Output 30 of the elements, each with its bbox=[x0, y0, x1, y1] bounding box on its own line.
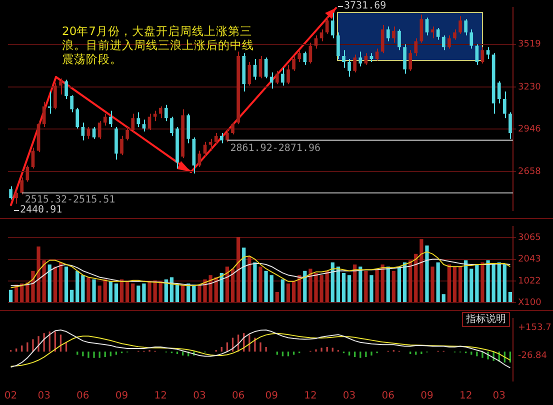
y-tick-label: 2946 bbox=[518, 124, 542, 134]
y-tick-label: -26.84 bbox=[518, 351, 548, 362]
x-tick-label: 12 bbox=[304, 390, 317, 402]
y-tick-label: 2658 bbox=[518, 167, 542, 178]
x-tick-label: 06 bbox=[382, 390, 395, 402]
y-tick-label: X100 bbox=[518, 298, 542, 308]
band-label: 2515.32-2515.51 bbox=[24, 194, 116, 206]
y-tick-label: 2043 bbox=[518, 254, 541, 265]
x-tick-label: 03 bbox=[193, 390, 206, 402]
text: 20年7月份，大盘开启周线上涨第三浪。目前进入周线三浪上涨后的中线震荡阶段。 bbox=[62, 24, 254, 66]
y-tick-label: 1022 bbox=[518, 276, 541, 286]
annotation: 2440.91 bbox=[20, 204, 62, 216]
x-tick-label: 09 bbox=[265, 390, 278, 402]
x-tick-label: 02 bbox=[4, 390, 18, 402]
x-tick-label: 03 bbox=[492, 390, 506, 402]
annotation: 指标说明 bbox=[462, 312, 510, 327]
x-tick-label: 09 bbox=[420, 390, 434, 402]
x-tick-label: 03 bbox=[38, 390, 50, 402]
x-tick-label: 06 bbox=[76, 390, 90, 402]
y-tick-label: 3065 bbox=[518, 233, 541, 244]
y-tick-label: 3230 bbox=[518, 82, 542, 92]
x-tick-label: 12 bbox=[154, 390, 167, 402]
y-tick-label: 3519 bbox=[518, 40, 542, 50]
x-tick-label: 09 bbox=[115, 390, 128, 402]
y-tick-label: +153.7 bbox=[518, 323, 552, 334]
x-tick-label: 12 bbox=[459, 390, 472, 402]
band-label: 2861.92-2871.96 bbox=[230, 143, 321, 154]
x-tick-label: 06 bbox=[232, 390, 245, 402]
x-tick-label: 03 bbox=[342, 390, 356, 402]
annotation: 3731.69 bbox=[344, 0, 386, 12]
